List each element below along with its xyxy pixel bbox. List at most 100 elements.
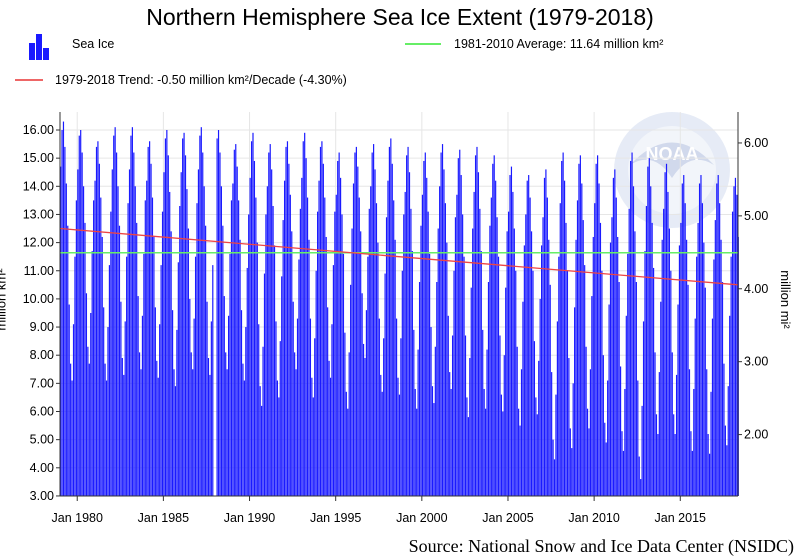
sea-ice-bar [327, 307, 329, 496]
sea-ice-bar [156, 360, 158, 496]
sea-ice-bar [571, 448, 573, 496]
sea-ice-bar [635, 282, 637, 496]
sea-ice-bar [469, 358, 471, 496]
sea-ice-bar [736, 194, 738, 496]
sea-ice-bar [542, 217, 544, 496]
sea-ice-bar [68, 304, 70, 496]
sea-ice-bar [143, 253, 145, 496]
sea-ice-bar [487, 282, 490, 496]
sea-ice-bar [169, 191, 171, 496]
sea-ice-bar [164, 138, 167, 496]
sea-ice-bar [555, 394, 557, 496]
sea-ice-bar [411, 251, 413, 496]
sea-ice-bar [110, 211, 112, 496]
sea-ice-bar [70, 363, 72, 496]
sea-ice-bar [698, 183, 701, 497]
sea-ice-bar [539, 298, 541, 496]
sea-ice-bar [226, 369, 228, 496]
sea-ice-bar [275, 321, 277, 496]
sea-ice-bar [408, 172, 411, 496]
sea-ice-bar [512, 191, 514, 496]
sea-ice-bar [78, 135, 80, 496]
x-tick-label: Jan 2010 [568, 511, 619, 525]
sea-ice-bar [150, 163, 152, 496]
sea-ice-bar [173, 369, 175, 496]
sea-ice-bar [203, 186, 205, 497]
y-tick-label: 10.00 [23, 292, 54, 306]
sea-ice-bar [193, 318, 195, 496]
sea-ice-bar [256, 242, 258, 496]
sea-ice-bar [334, 211, 336, 496]
sea-ice-bar [651, 222, 653, 497]
sea-ice-bar [350, 284, 352, 496]
sea-ice-bar [470, 287, 472, 496]
chart-title: Northern Hemisphere Sea Ice Extent (1979… [146, 4, 654, 30]
sea-ice-bar [495, 180, 497, 497]
sea-ice-bar [711, 318, 714, 496]
sea-ice-bar [190, 352, 192, 496]
sea-ice-bar [734, 177, 737, 496]
sea-ice-bar [388, 146, 390, 496]
sea-ice-bar [101, 236, 103, 496]
sea-ice-bar [416, 408, 418, 496]
sea-ice-bar [556, 321, 558, 496]
sea-ice-bar [696, 256, 698, 496]
sea-ice-bar [426, 177, 428, 496]
sea-ice-bar [182, 138, 184, 496]
sea-ice-bar [141, 315, 144, 496]
sea-ice-bar [324, 197, 326, 496]
sea-ice-bar [624, 388, 626, 496]
sea-ice-bar [347, 408, 349, 496]
sea-ice-bar [151, 197, 154, 496]
sea-ice-bar [717, 175, 719, 497]
sea-ice-bar [291, 231, 293, 496]
y-tick-label: 14.00 [23, 179, 54, 193]
sea-ice-bar [236, 166, 238, 496]
sea-ice-bar [724, 425, 726, 496]
sea-ice-bar [279, 341, 281, 497]
sea-ice-bar [553, 459, 556, 496]
sea-ice-bar [684, 203, 686, 496]
sea-ice-bar [339, 177, 342, 496]
sea-ice-bar [230, 200, 233, 497]
sea-ice-bar [513, 228, 515, 496]
sea-ice-bar [249, 177, 251, 496]
sea-ice-bar [687, 284, 689, 496]
sea-ice-bar [420, 225, 422, 496]
sea-ice-bar [130, 135, 132, 496]
sea-ice-bar [516, 346, 518, 496]
sea-ice-bar [617, 236, 619, 496]
sea-ice-bar [289, 194, 291, 496]
sea-ice-bar [582, 220, 584, 496]
sea-ice-bar [206, 301, 208, 496]
y-tick-label: 13.00 [23, 207, 54, 221]
sea-ice-bar [459, 149, 461, 496]
sea-ice-bar [493, 155, 495, 496]
sea-ice-bar [337, 160, 339, 496]
sea-ice-bar [701, 203, 704, 496]
sea-ice-bar [680, 222, 682, 497]
sea-ice-bar [302, 141, 304, 496]
sea-ice-bar [319, 146, 322, 496]
sea-ice-bar [710, 391, 712, 496]
sea-ice-bar [727, 386, 729, 496]
sea-ice-bar [124, 321, 126, 496]
sea-ice-bar [602, 355, 604, 496]
sea-ice-bar [585, 346, 587, 496]
sea-ice-bar [246, 267, 248, 496]
sea-ice-bar [443, 169, 445, 496]
sea-ice-bar [133, 152, 135, 496]
sea-ice-bar [123, 374, 125, 496]
sea-ice-bar [497, 256, 500, 496]
sea-ice-bar [541, 245, 543, 496]
legend-sea-ice-label: Sea Ice [72, 37, 115, 51]
sea-ice-bar [276, 380, 278, 496]
sea-ice-bar [641, 405, 643, 496]
sea-ice-bar [505, 287, 507, 496]
sea-ice-bar [490, 197, 492, 496]
sea-ice-bar [95, 146, 98, 496]
sea-ice-bar [98, 163, 100, 496]
sea-ice-bar [434, 346, 436, 496]
sea-ice-bar [255, 197, 257, 496]
